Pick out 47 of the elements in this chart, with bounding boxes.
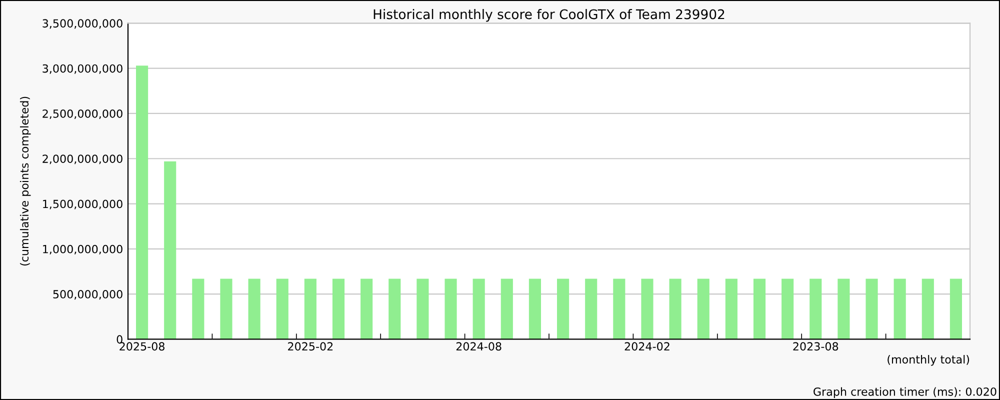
bar bbox=[753, 278, 766, 340]
bar bbox=[669, 278, 682, 340]
x-tick-label: 2023-08 bbox=[793, 342, 838, 351]
bar bbox=[838, 278, 850, 340]
bar bbox=[613, 278, 626, 340]
bar bbox=[866, 278, 878, 340]
bar bbox=[810, 278, 822, 340]
bar bbox=[894, 278, 906, 340]
y-tick-label: 2,500,000,000 bbox=[42, 109, 122, 119]
bar bbox=[528, 278, 541, 340]
bar bbox=[248, 278, 260, 340]
bar bbox=[276, 278, 288, 340]
text: Graph creation timer (ms): 0.020 bbox=[814, 387, 996, 398]
bar bbox=[697, 278, 710, 340]
y-tick-label: 2,000,000,000 bbox=[42, 154, 122, 164]
x-tick-label: 2024-02 bbox=[624, 342, 670, 351]
bar bbox=[641, 278, 654, 340]
bar bbox=[950, 278, 962, 340]
bar bbox=[416, 278, 429, 340]
y-tick-label: 1,000,000,000 bbox=[43, 244, 122, 254]
x-tick-label: 2025-02 bbox=[288, 342, 333, 351]
bar bbox=[725, 278, 738, 340]
chart-title: Historical monthly score for CoolGTX of Team 239902 bbox=[374, 9, 724, 22]
bar bbox=[164, 161, 176, 340]
bar bbox=[304, 278, 316, 340]
y-tick-label: 500,000,000 bbox=[53, 290, 122, 300]
bar bbox=[332, 278, 345, 340]
y-tick-label: 3,500,000,000 bbox=[42, 19, 122, 29]
bar bbox=[585, 278, 598, 340]
y-tick-label: 0 bbox=[116, 335, 122, 344]
y-axis-title: (cumulative points completed) bbox=[20, 96, 31, 266]
x-tick-label: 2024-08 bbox=[456, 342, 502, 351]
bar bbox=[136, 66, 148, 340]
bar bbox=[922, 278, 934, 340]
x-axis-title: (monthly total) bbox=[888, 355, 970, 366]
bar bbox=[472, 278, 485, 340]
bar bbox=[500, 278, 513, 340]
bar bbox=[388, 278, 401, 340]
bar bbox=[444, 278, 457, 340]
y-tick-label: 3,000,000,000 bbox=[42, 64, 122, 74]
bar bbox=[220, 278, 232, 340]
y-tick-label: 1,500,000,000 bbox=[43, 200, 122, 210]
bar bbox=[192, 278, 204, 340]
x-tick-label: 2025-08 bbox=[120, 342, 164, 351]
bar bbox=[782, 278, 794, 340]
bar bbox=[360, 278, 373, 340]
bar bbox=[557, 278, 570, 340]
